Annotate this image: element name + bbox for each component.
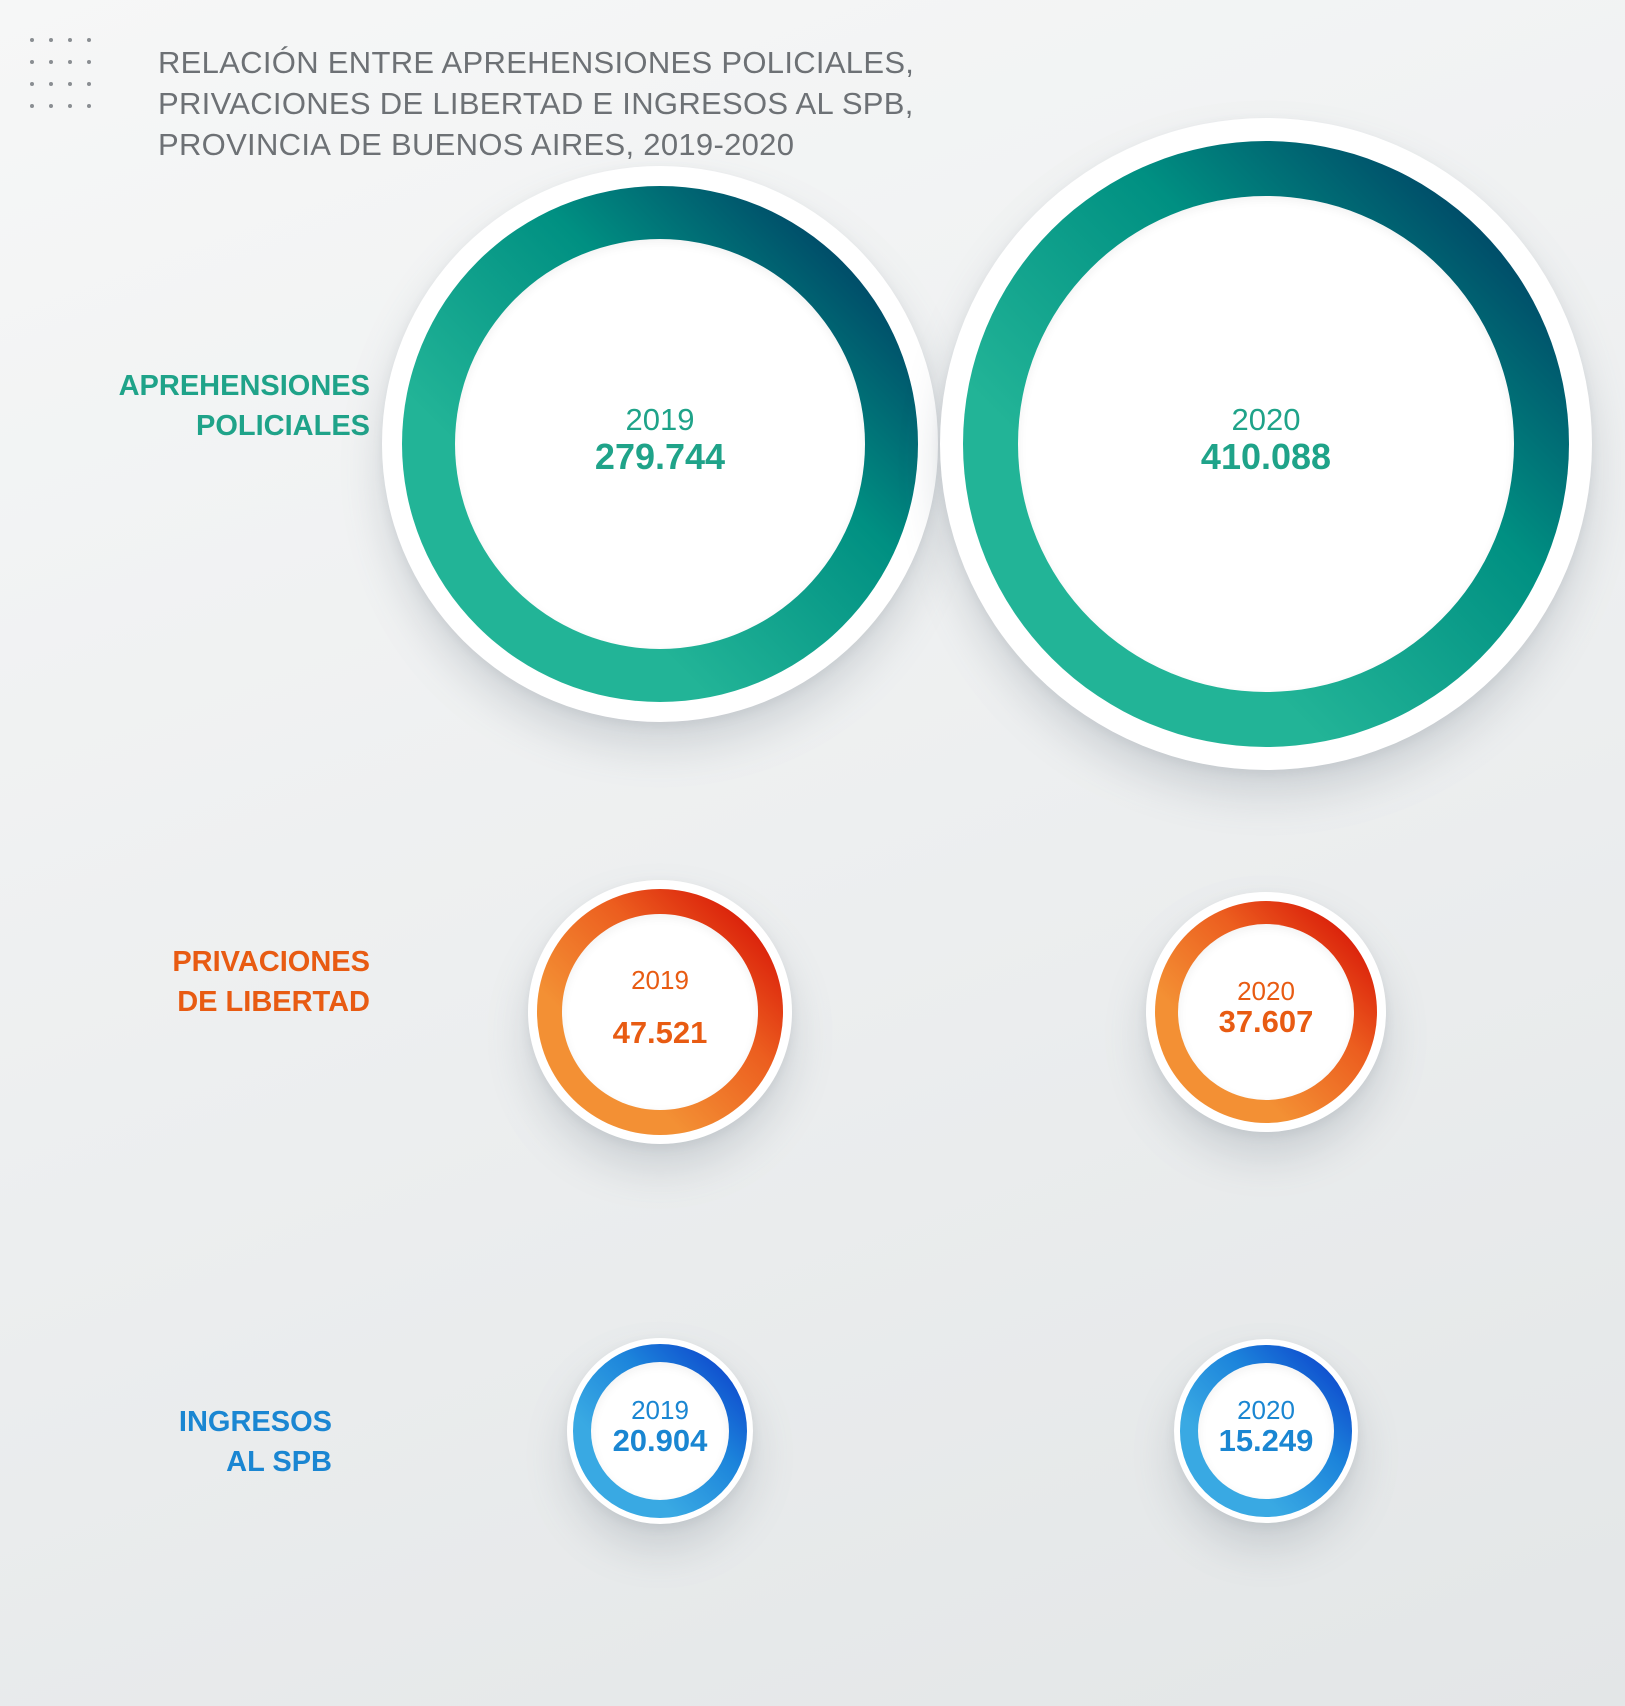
bubble-value: 47.521	[612, 1015, 708, 1051]
grid-dot	[49, 82, 53, 86]
row-label-line: DE LIBERTAD	[177, 986, 370, 1018]
grid-dot	[87, 82, 91, 86]
bubble-2020: 2020 37.607	[1146, 892, 1386, 1132]
bubble-text: 2020 410.088	[940, 403, 1592, 477]
bubble-value: 410.088	[1200, 436, 1332, 478]
bubble-year: 2020	[1231, 402, 1301, 438]
bubble-center	[1197, 1362, 1335, 1500]
chart-title-line: PRIVACIONES DE LIBERTAD E INGRESOS AL SP…	[158, 86, 914, 121]
row-label-line: PRIVACIONES	[172, 946, 370, 978]
row-label-line: INGRESOS	[178, 1406, 332, 1438]
row-label-line: APREHENSIONES	[118, 370, 370, 402]
grid-dot	[30, 82, 34, 86]
bubble-year: 2019	[625, 402, 695, 438]
bubble-center	[454, 238, 866, 650]
bubble-year: 2019	[631, 1394, 689, 1425]
grid-dot	[68, 82, 72, 86]
bubble-text: 2020 15.249	[1174, 1396, 1358, 1459]
grid-dot	[30, 104, 34, 108]
grid-dot	[68, 60, 72, 64]
bubble-value: 37.607	[1218, 1004, 1314, 1040]
bubble-value: 20.904	[612, 1423, 708, 1459]
bubble-center	[1177, 923, 1355, 1101]
bubble-text: 2019 47.521	[528, 966, 792, 1051]
chart-title: RELACIÓN ENTRE APREHENSIONES POLICIALES,…	[158, 42, 1058, 165]
bubble-year: 2020	[1237, 1394, 1295, 1425]
grid-dot	[49, 104, 53, 108]
row-label: INGRESOS AL SPB	[179, 1402, 332, 1482]
grid-dot	[87, 104, 91, 108]
bubble-text: 2019 20.904	[567, 1396, 754, 1459]
bubble-2019: 2019 47.521	[528, 880, 792, 1144]
grid-dot	[49, 38, 53, 42]
dot-grid-decoration	[30, 38, 96, 118]
bubble-center	[562, 914, 758, 1110]
grid-dot	[87, 60, 91, 64]
grid-dot	[30, 38, 34, 42]
row-label-line: POLICIALES	[195, 410, 370, 442]
grid-dot	[68, 104, 72, 108]
bubble-center	[590, 1361, 730, 1501]
bubble-year: 2020	[1237, 975, 1295, 1006]
bubble-2019: 2019 20.904	[566, 1337, 754, 1525]
grid-dot	[30, 60, 34, 64]
bubble-2019: 2019 279.744	[382, 166, 938, 722]
bubble-value: 279.744	[594, 436, 726, 478]
grid-dot	[87, 38, 91, 42]
bubble-text: 2020 37.607	[1146, 977, 1385, 1040]
bubble-2020: 2020 15.249	[1174, 1339, 1358, 1523]
chart-title-line: RELACIÓN ENTRE APREHENSIONES POLICIALES,	[158, 45, 915, 80]
grid-dot	[49, 60, 53, 64]
row-label: PRIVACIONES DE LIBERTAD	[172, 942, 370, 1022]
chart-title-line: PROVINCIA DE BUENOS AIRES, 2019-2020	[158, 127, 795, 162]
row-label-line: AL SPB	[226, 1446, 332, 1478]
bubble-text: 2019 279.744	[382, 403, 937, 477]
grid-dot	[68, 38, 72, 42]
bubble-value: 15.249	[1218, 1423, 1314, 1459]
row-label: APREHENSIONES POLICIALES	[119, 366, 370, 446]
bubble-center	[1018, 196, 1514, 692]
bubble-2020: 2020 410.088	[940, 118, 1592, 770]
bubble-year: 2019	[631, 964, 689, 995]
